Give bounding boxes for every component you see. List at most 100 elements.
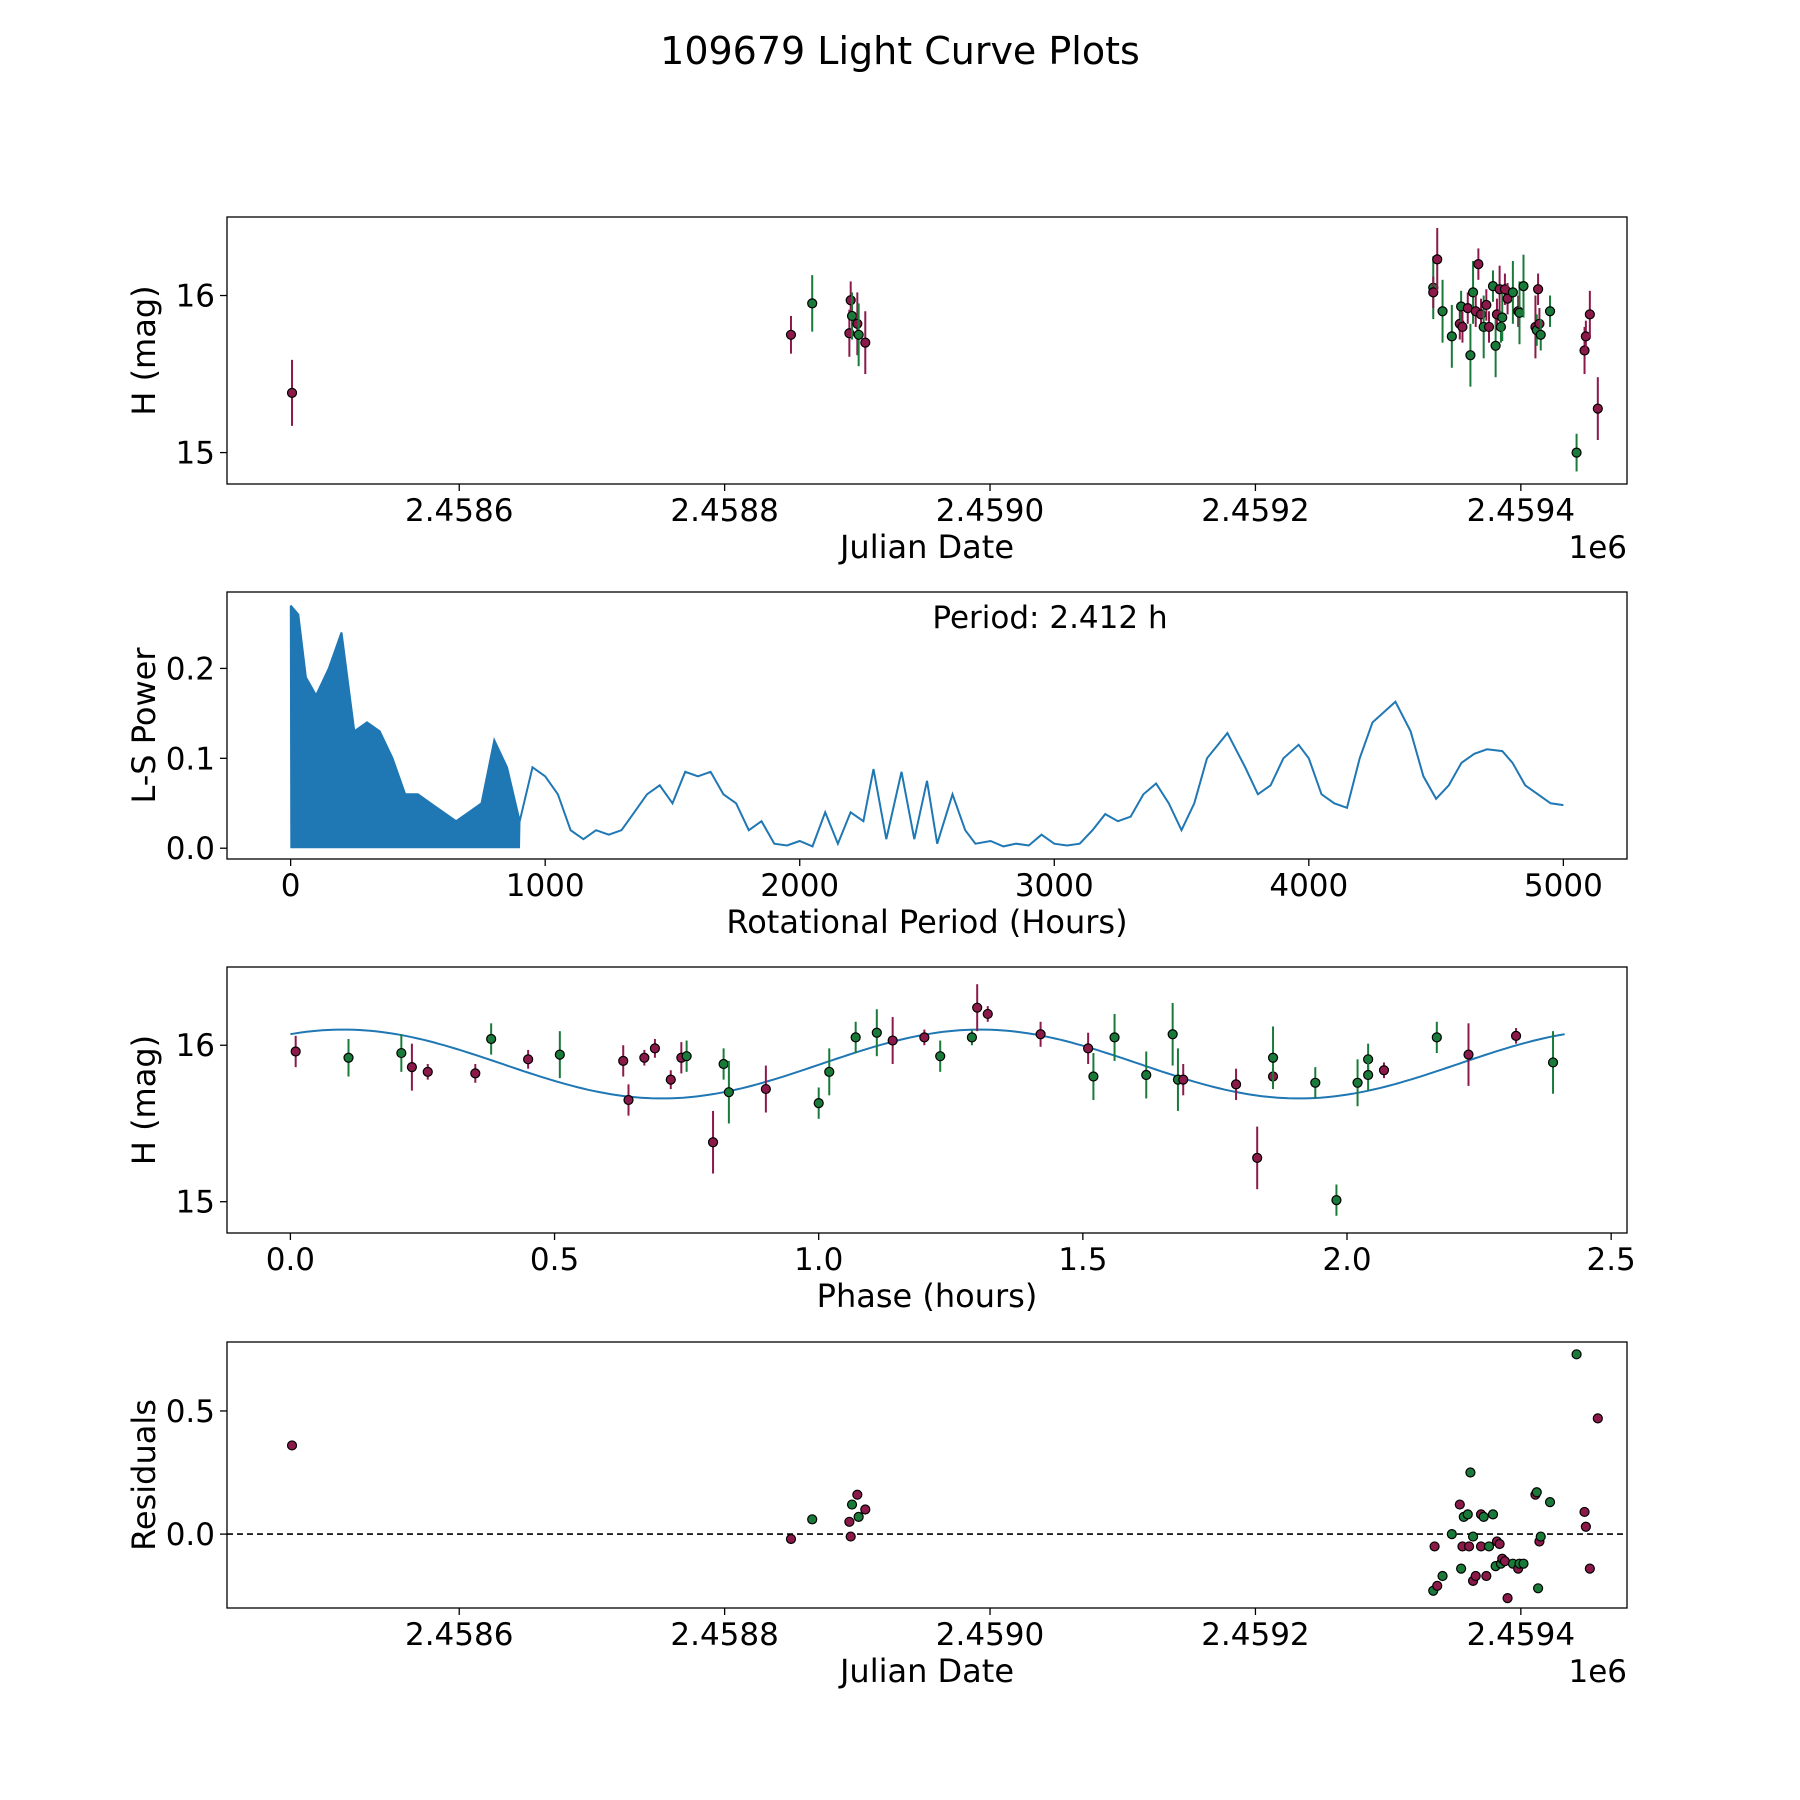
- data-point: [291, 1047, 300, 1056]
- data-point: [1353, 1078, 1362, 1087]
- data-point: [1036, 1030, 1045, 1039]
- data-point: [619, 1056, 628, 1065]
- data-point: [555, 1050, 564, 1059]
- data-point: [1593, 1414, 1602, 1423]
- data-point: [650, 1044, 659, 1053]
- x-offset-label: 1e6: [1568, 530, 1627, 566]
- x-tick-label: 0: [281, 868, 301, 904]
- phase-folded-panel: 0.0 0.5 1.0 1.5 2.0 2.51516Phase (hours)H (ma…: [125, 967, 1636, 1315]
- periodogram-panel: Period: 2.412 h 0 1000 2000 3000 4000 5000 0.0…: [125, 592, 1627, 941]
- data-point: [640, 1053, 649, 1062]
- data-point: [1536, 330, 1545, 339]
- data-point: [1580, 346, 1589, 355]
- x-tick-label: 2.4592: [1201, 1617, 1309, 1653]
- data-point: [1471, 1571, 1480, 1580]
- data-point: [825, 1067, 834, 1076]
- data-point: [1433, 255, 1442, 264]
- data-point: [1534, 1584, 1543, 1593]
- data-point: [1179, 1075, 1188, 1084]
- data-point: [1433, 1581, 1442, 1590]
- data-point: [786, 330, 795, 339]
- data-point: [1269, 1053, 1278, 1062]
- data-point: [288, 388, 297, 397]
- data-point: [624, 1096, 633, 1105]
- x-tick-label: 2.4594: [1467, 493, 1575, 529]
- data-point: [666, 1075, 675, 1084]
- figure-title: 109679 Light Curve Plots: [660, 29, 1140, 73]
- x-axis-label: Rotational Period (Hours): [726, 903, 1127, 941]
- data-point: [854, 1512, 863, 1521]
- data-point: [1549, 1058, 1558, 1067]
- data-point: [1447, 332, 1456, 341]
- data-point: [1484, 1542, 1493, 1551]
- x-tick-label: 2.4588: [670, 1617, 778, 1653]
- data-point: [344, 1053, 353, 1062]
- x-tick-label: 3000: [1015, 868, 1094, 904]
- data-point: [1572, 1350, 1581, 1359]
- data-point: [1364, 1070, 1373, 1079]
- data-point: [1332, 1196, 1341, 1205]
- period-annotation: Period: 2.412 h: [932, 600, 1167, 636]
- data-point: [397, 1049, 406, 1058]
- data-point: [983, 1009, 992, 1018]
- data-point: [846, 1532, 855, 1541]
- x-tick-label: 2.4586: [405, 493, 513, 529]
- data-point: [1438, 1571, 1447, 1580]
- data-point: [814, 1099, 823, 1108]
- x-tick-label: 2.4590: [936, 493, 1044, 529]
- data-point: [1447, 1530, 1456, 1539]
- x-tick-label: 0.0: [266, 1242, 315, 1278]
- data-point: [1546, 1498, 1555, 1507]
- data-point: [1432, 1033, 1441, 1042]
- data-point: [861, 338, 870, 347]
- y-axis-label: L-S Power: [125, 647, 163, 804]
- x-tick-label: 2.4592: [1201, 493, 1309, 529]
- data-point: [1572, 448, 1581, 457]
- x-tick-label: 0.5: [530, 1242, 579, 1278]
- data-point: [1503, 1594, 1512, 1603]
- data-point: [1508, 288, 1517, 297]
- data-point: [1593, 404, 1602, 413]
- data-point: [1379, 1066, 1388, 1075]
- data-point: [1536, 1532, 1545, 1541]
- data-point: [786, 1535, 795, 1544]
- data-point: [1455, 1500, 1464, 1509]
- data-point: [853, 1490, 862, 1499]
- axes-frame: [227, 1342, 1627, 1608]
- data-point: [1535, 319, 1544, 328]
- data-point: [1498, 313, 1507, 322]
- data-point: [1580, 1507, 1589, 1516]
- x-axis-label: Julian Date: [838, 1652, 1014, 1690]
- data-point: [1465, 1542, 1474, 1551]
- data-point: [1585, 1564, 1594, 1573]
- data-point: [853, 319, 862, 328]
- data-point: [1168, 1030, 1177, 1039]
- data-point: [524, 1055, 533, 1064]
- x-tick-label: 1000: [506, 868, 585, 904]
- data-point: [973, 1003, 982, 1012]
- y-tick-label: 0.2: [166, 651, 215, 687]
- data-point: [872, 1028, 881, 1037]
- y-axis-label: H (mag): [125, 1035, 163, 1165]
- data-point: [682, 1052, 691, 1061]
- x-tick-label: 2000: [760, 868, 839, 904]
- data-point: [1484, 322, 1493, 331]
- data-point: [845, 1517, 854, 1526]
- data-point: [854, 330, 863, 339]
- data-point: [761, 1085, 770, 1094]
- data-point: [936, 1052, 945, 1061]
- data-point: [288, 1441, 297, 1450]
- residuals-panel: 2.4586 2.4588 2.4590 2.4592 2.4594 0.0 0.5 Juli…: [125, 1342, 1627, 1690]
- x-tick-label: 2.5: [1586, 1242, 1635, 1278]
- y-tick-label: 16: [176, 279, 215, 315]
- y-tick-label: 15: [176, 436, 215, 472]
- data-point: [848, 1500, 857, 1509]
- axes-frame: [227, 967, 1627, 1233]
- data-point: [1519, 282, 1528, 291]
- data-point: [848, 311, 857, 320]
- data-point: [1519, 1559, 1528, 1568]
- data-point: [1495, 1539, 1504, 1548]
- y-tick-label: 15: [176, 1185, 215, 1221]
- y-tick-label: 0.0: [166, 1517, 215, 1553]
- data-point: [1534, 285, 1543, 294]
